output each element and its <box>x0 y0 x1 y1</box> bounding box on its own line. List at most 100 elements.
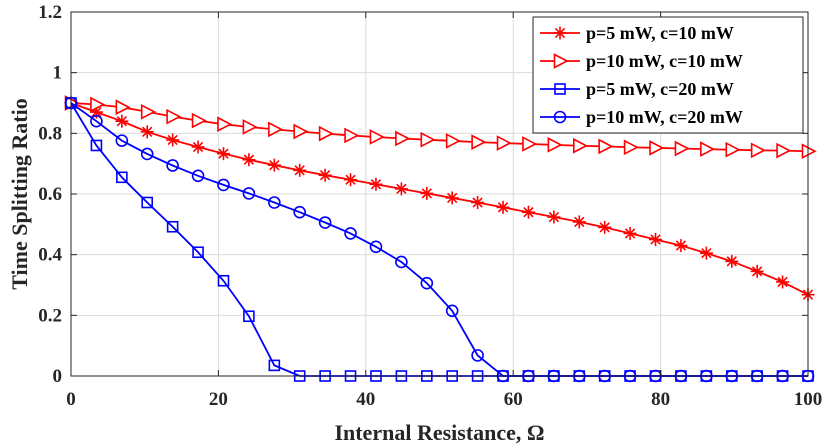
data-point <box>217 178 230 192</box>
series-line <box>70 102 808 377</box>
x-axis-title: Internal Resistance, Ω <box>334 420 544 445</box>
data-point <box>90 114 103 128</box>
data-point <box>268 359 281 372</box>
data-point <box>191 112 207 129</box>
data-point <box>192 246 204 259</box>
data-point <box>166 159 179 172</box>
series-2 <box>64 95 817 160</box>
data-point <box>522 136 538 152</box>
data-point <box>445 304 459 318</box>
legend-label: p=5 mW, c=20 mW <box>586 79 734 99</box>
data-point <box>140 103 156 120</box>
data-point <box>420 186 434 200</box>
data-point <box>395 130 411 147</box>
data-point <box>191 140 205 154</box>
legend-label: p=10 mW, c=10 mW <box>586 51 743 71</box>
data-point <box>268 196 281 209</box>
data-point <box>115 99 131 116</box>
legend-box <box>532 16 804 134</box>
x-tick-label: 40 <box>356 389 375 410</box>
data-point <box>750 142 766 159</box>
y-tick-label: 0.6 <box>38 184 62 205</box>
legend: p=5 mW, c=10 mW p=10 mW, c=10 mW p=5 mW, c… <box>532 16 804 134</box>
data-point <box>268 121 284 138</box>
data-point <box>649 140 665 156</box>
data-point <box>242 119 258 135</box>
data-point <box>725 254 739 268</box>
series-group <box>64 95 817 383</box>
series-line <box>70 102 808 377</box>
data-point <box>293 163 307 177</box>
data-point <box>243 310 255 323</box>
data-point <box>776 142 792 159</box>
data-point <box>344 227 357 240</box>
data-point <box>216 147 230 161</box>
data-point <box>521 205 535 219</box>
x-tick-label: 60 <box>504 389 523 410</box>
y-tick-label: 1.2 <box>38 2 62 23</box>
data-point <box>90 139 103 152</box>
data-point <box>700 141 716 157</box>
data-point <box>217 274 230 287</box>
data-point <box>166 108 182 125</box>
data-point <box>242 187 256 200</box>
series-1 <box>64 96 815 302</box>
data-point <box>420 131 436 148</box>
x-tick-label: 20 <box>209 389 228 410</box>
data-point <box>471 134 487 150</box>
data-point <box>420 276 434 290</box>
data-point <box>445 191 459 205</box>
data-point <box>140 147 154 161</box>
y-tick-label: 0.2 <box>38 305 62 326</box>
data-point <box>699 246 713 260</box>
data-point <box>318 216 332 229</box>
data-point <box>623 226 637 240</box>
x-tick-label: 100 <box>794 389 823 410</box>
data-point <box>776 275 790 289</box>
data-point <box>547 137 563 153</box>
legend-marker <box>553 53 569 69</box>
data-point <box>217 116 233 133</box>
data-point <box>166 133 180 147</box>
data-point <box>115 114 129 128</box>
data-point <box>395 255 408 269</box>
data-point <box>496 200 510 214</box>
legend-label: p=5 mW, c=10 mW <box>586 23 734 43</box>
axis-ticks: 0 20 40 60 80 100 0 0.2 0.4 0.6 0.8 1 1.2 <box>38 2 822 410</box>
data-point <box>801 143 817 160</box>
data-point <box>750 264 764 278</box>
data-point <box>471 195 485 209</box>
data-point <box>572 215 586 229</box>
data-point <box>344 127 360 144</box>
data-point <box>293 123 309 140</box>
data-point <box>242 153 256 167</box>
data-point <box>369 240 383 254</box>
data-point <box>166 220 179 233</box>
legend-item: p=10 mW, c=20 mW <box>540 107 743 127</box>
legend-item: p=10 mW, c=10 mW <box>540 51 743 71</box>
data-point <box>267 158 281 172</box>
data-point <box>140 125 154 139</box>
x-tick-label: 0 <box>66 389 76 410</box>
legend-marker <box>553 26 567 40</box>
data-point <box>115 134 129 147</box>
data-point <box>369 177 383 191</box>
data-point <box>191 169 205 183</box>
data-point <box>496 135 512 151</box>
y-tick-label: 0.4 <box>38 245 62 266</box>
data-point <box>293 205 306 219</box>
data-point <box>623 139 639 156</box>
data-point <box>116 171 128 184</box>
data-point <box>344 173 358 187</box>
data-point <box>471 349 484 362</box>
y-tick-label: 0.8 <box>38 123 62 144</box>
data-point <box>141 196 154 209</box>
data-point <box>394 182 408 196</box>
data-point <box>598 220 612 234</box>
data-point <box>318 125 334 142</box>
y-tick-label: 1 <box>53 63 63 84</box>
data-point <box>369 129 385 145</box>
data-point <box>725 141 741 158</box>
data-point <box>90 96 106 113</box>
